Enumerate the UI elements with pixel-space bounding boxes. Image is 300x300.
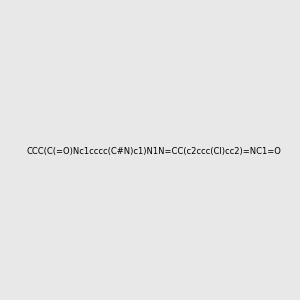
- Text: CCC(C(=O)Nc1cccc(C#N)c1)N1N=CC(c2ccc(Cl)cc2)=NC1=O: CCC(C(=O)Nc1cccc(C#N)c1)N1N=CC(c2ccc(Cl)…: [26, 147, 281, 156]
